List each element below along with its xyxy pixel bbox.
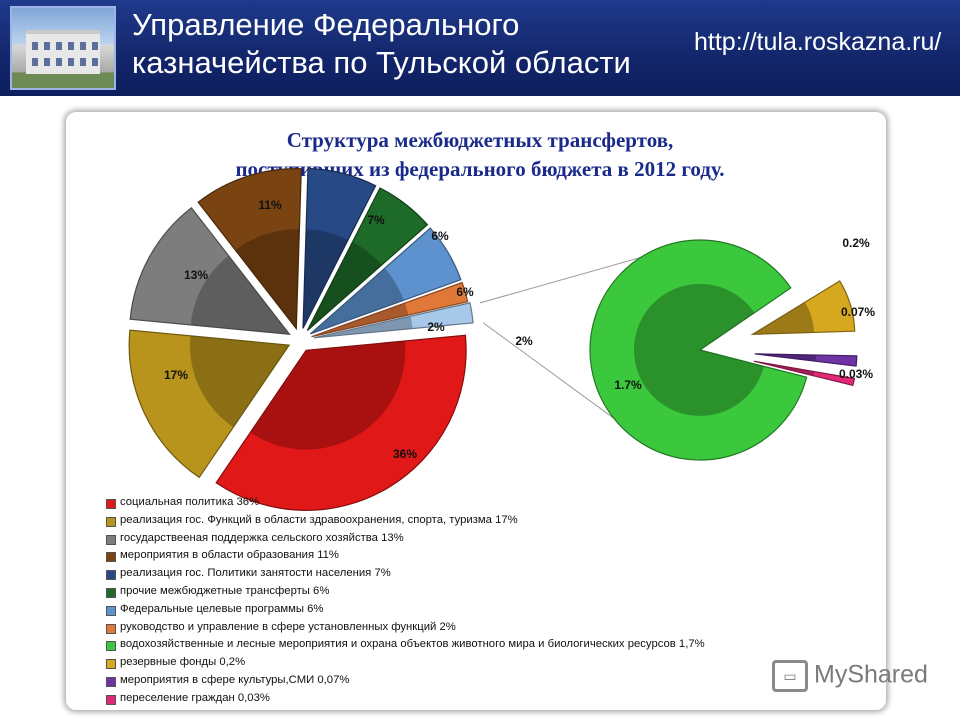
legend-label: водохозяйственные и лесные мероприятия и… [120, 638, 705, 651]
legend-item: социальная политика 36% [106, 494, 705, 512]
legend-label: реализация гос. Функций в области здраво… [120, 513, 518, 526]
header-title-line2: казначейства по Тульской области [132, 45, 631, 80]
legend-item: реализация гос. Политики занятости насел… [106, 565, 705, 583]
legend-swatch [106, 694, 116, 705]
pie-slice-4-label: 11% [258, 198, 282, 212]
legend-item: водохозяйственные и лесные мероприятия и… [106, 636, 705, 654]
legend-swatch [106, 623, 116, 634]
legend-item: руководство и управление в сфере установ… [106, 619, 705, 637]
legend-item: государствееная поддержка сельского хозя… [106, 530, 705, 548]
legend-item: резервные фонды 0,2% [106, 654, 705, 672]
building-photo [10, 6, 116, 90]
legend-swatch [106, 516, 116, 527]
pie-slice-other-group-shade [313, 316, 413, 338]
pie-slice-5-label: 7% [367, 213, 385, 227]
legend-swatch [106, 570, 116, 581]
pie-slice-6-label: 6% [431, 229, 449, 243]
legend-label: государствееная поддержка сельского хозя… [120, 531, 404, 544]
pie-slice-10-label: 0.2% [842, 236, 870, 250]
legend-label: социальная политика 36% [120, 496, 260, 508]
pie-slice-11-label: 0.07% [841, 305, 875, 319]
pie-slice-9-label: 1.7% [614, 378, 642, 392]
legend-swatch [106, 641, 116, 652]
pie-slice-9-shade [633, 283, 764, 416]
header-title-line1: Управление Федерального [132, 7, 520, 42]
pie-slice-5-shade [302, 229, 348, 329]
legend-swatch [106, 659, 116, 670]
legend-item: прочие межбюджетные трансферты 6% [106, 583, 705, 601]
pie-slice-6-shade [307, 242, 382, 331]
legend-swatch [106, 605, 116, 616]
pie-slice-3-label: 13% [184, 268, 208, 282]
pie-slice-7-shade [310, 268, 404, 334]
legend-swatch [106, 676, 116, 687]
legend-swatch [106, 499, 116, 509]
legend-label: реализация гос. Политики занятости насел… [120, 567, 391, 580]
legend-label: переселение граждан 0,03% [120, 691, 270, 704]
legend-label: прочие межбюджетные трансферты 6% [120, 584, 330, 597]
legend-item: мероприятия в сфере культуры,СМИ 0,07% [106, 672, 705, 690]
presentation-icon: ▭ [772, 660, 808, 692]
pie-slice-12-shade [753, 361, 815, 376]
legend-swatch [106, 552, 116, 563]
legend-label: руководство и управление в сфере установ… [120, 620, 456, 633]
legend-label: мероприятия в области образования 11% [120, 549, 339, 562]
pie-slice-11-shade [754, 353, 817, 362]
watermark-text: MyShared [814, 660, 928, 689]
legend-swatch [106, 534, 116, 545]
pie-slice-2-shade [189, 335, 290, 428]
legend-item: переселение граждан 0,03% [106, 690, 705, 708]
pie-slice-1-shade [250, 341, 406, 450]
pie-slice-3-shade [190, 255, 290, 335]
pie-slice-7-label: 6% [456, 285, 474, 299]
legend-label: мероприятия в сфере культуры,СМИ 0,07% [120, 673, 350, 686]
header-title: Управление Федерального казначейства по … [132, 6, 672, 82]
watermark: ▭ MyShared [772, 660, 928, 692]
pie-slice-10-shade [752, 302, 814, 335]
header-url: http://tula.roskazna.ru/ [694, 28, 942, 56]
chart-title-line1: Структура межбюджетных трансфертов, [286, 128, 674, 152]
connector-line-top [479, 251, 661, 304]
pie-slice-8-label: 2% [427, 320, 445, 334]
pie-slice-2-label: 17% [164, 368, 188, 382]
pie-slice-8-shade [311, 303, 409, 337]
pie-other-group-label: 2% [515, 334, 533, 348]
pie-slice-12-label: 0.03% [839, 367, 873, 381]
chart-legend: социальная политика 36% реализация гос. Ф… [106, 494, 705, 708]
legend-item: Федеральные целевые программы 6% [106, 601, 705, 619]
pie-slice-4-shade [235, 229, 300, 329]
legend-swatch [106, 587, 116, 598]
legend-item: реализация гос. Функций в области здраво… [106, 512, 705, 530]
pie-slice-1-label: 36% [393, 447, 417, 461]
legend-label: резервные фонды 0,2% [120, 656, 246, 669]
legend-label: Федеральные целевые программы 6% [120, 602, 324, 615]
slide-header: Управление Федерального казначейства по … [0, 0, 960, 96]
legend-item: мероприятия в области образования 11% [106, 547, 705, 565]
